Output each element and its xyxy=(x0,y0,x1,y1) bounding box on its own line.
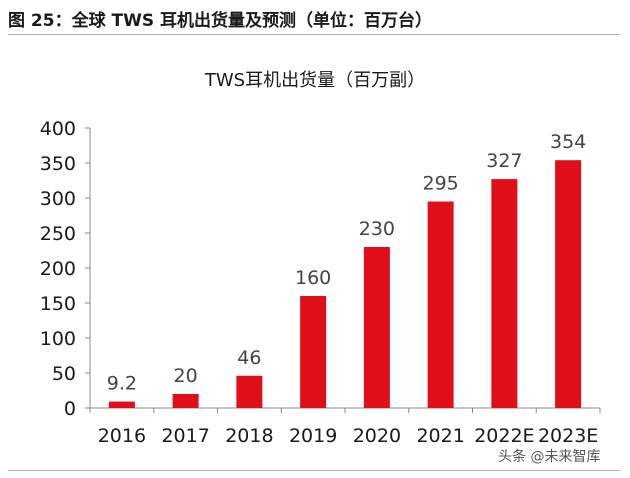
y-tick-label: 400 xyxy=(40,118,76,140)
x-tick-label-2018: 2018 xyxy=(225,425,273,447)
data-label-2016: 9.2 xyxy=(107,373,137,395)
figure-number: 25 xyxy=(30,11,55,31)
bar-2022E xyxy=(491,179,518,408)
bar-2020 xyxy=(363,247,390,408)
y-tick-label: 250 xyxy=(40,223,76,245)
data-label-2019: 160 xyxy=(295,267,331,289)
y-tick-label: 150 xyxy=(40,293,76,315)
bar-2023E xyxy=(555,160,582,408)
x-tick-label-2019: 2019 xyxy=(289,425,337,447)
figure-caption-text: ：全球 TWS 耳机出货量及预测（单位：百万台） xyxy=(54,11,433,31)
figure-label: 图 xyxy=(8,11,25,31)
bar-2021 xyxy=(427,201,454,408)
caption-divider xyxy=(8,34,620,35)
data-label-2018: 46 xyxy=(237,347,261,369)
data-label-2023E: 354 xyxy=(550,131,586,153)
x-tick-label-2017: 2017 xyxy=(161,425,209,447)
x-tick-label-2022E: 2022E xyxy=(474,425,534,447)
data-label-2021: 295 xyxy=(422,173,458,195)
data-label-2017: 20 xyxy=(174,365,198,387)
bar-2018 xyxy=(236,375,263,408)
bar-2017 xyxy=(172,394,199,408)
watermark-text: 头条 @未来智库 xyxy=(498,449,601,465)
x-tick-label-2016: 2016 xyxy=(98,425,146,447)
y-tick-label: 300 xyxy=(40,188,76,210)
data-label-2020: 230 xyxy=(359,218,395,240)
bar-2019 xyxy=(300,296,327,408)
y-tick-label: 0 xyxy=(64,398,76,420)
y-tick-label: 350 xyxy=(40,153,76,175)
data-label-2022E: 327 xyxy=(486,150,522,172)
y-tick-label: 200 xyxy=(40,258,76,280)
bar-2016 xyxy=(108,401,135,408)
y-tick-label: 100 xyxy=(40,328,76,350)
bottom-divider xyxy=(8,470,620,471)
x-tick-label-2020: 2020 xyxy=(353,425,401,447)
x-tick-label-2021: 2021 xyxy=(416,425,464,447)
y-tick-label: 50 xyxy=(52,363,76,385)
figure-caption: 图 25：全球 TWS 耳机出货量及预测（单位：百万台） xyxy=(8,6,432,31)
chart-title: TWS耳机出货量（百万副） xyxy=(204,70,426,91)
x-tick-label-2023E: 2023E xyxy=(538,425,598,447)
